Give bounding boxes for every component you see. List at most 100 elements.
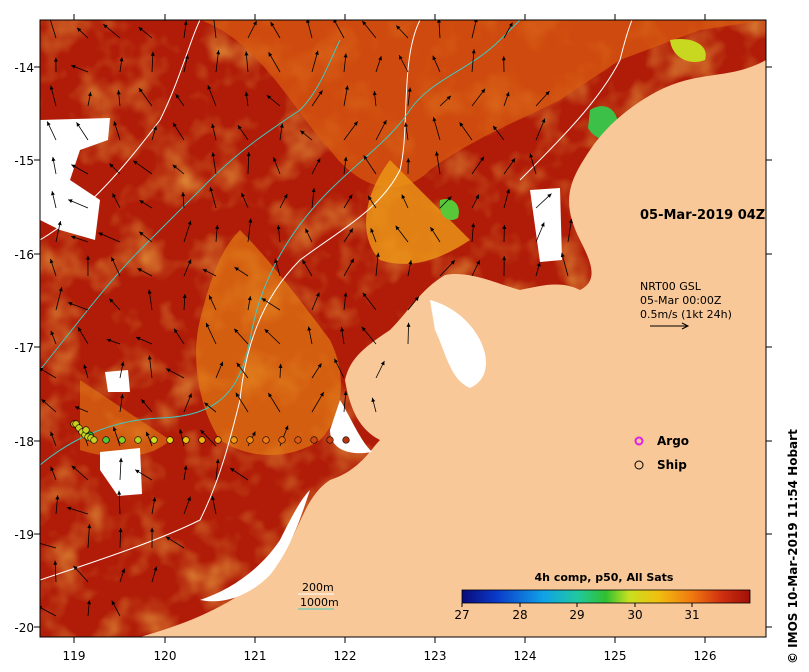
current-arrowhead xyxy=(560,252,565,258)
map-frame xyxy=(39,19,767,638)
current-arrowhead xyxy=(209,187,214,192)
current-arrowhead xyxy=(274,258,279,264)
current-arrowhead xyxy=(508,22,513,27)
sst-warm-tongue xyxy=(196,230,341,455)
x-tick-label: 120 xyxy=(154,649,177,663)
current-arrowhead xyxy=(141,399,146,404)
current-arrowhead xyxy=(138,88,143,93)
date-label: 05-Mar-2019 04Z xyxy=(640,208,765,223)
current-arrowhead xyxy=(86,255,90,260)
current-arrowhead xyxy=(235,392,240,398)
imos-credit: © IMOS 10-Mar-2019 11:54 Hobart xyxy=(786,429,800,664)
current-arrowhead xyxy=(471,223,476,228)
current-arrowhead xyxy=(529,153,534,158)
cloud-gap xyxy=(40,118,110,240)
current-arrowhead xyxy=(343,391,348,396)
colorbar-tick-label: 31 xyxy=(684,608,699,622)
current-arrowhead xyxy=(314,50,319,55)
current-arrowhead xyxy=(502,225,507,229)
current-arrowhead xyxy=(372,91,377,96)
current-arrowhead xyxy=(83,364,88,369)
current-arrowhead xyxy=(318,90,323,95)
current-arrowhead xyxy=(306,20,310,24)
y-tick-label: -18 xyxy=(14,435,34,449)
current-arrowhead xyxy=(311,188,316,193)
current-arrowhead xyxy=(68,302,73,306)
ship-position xyxy=(294,436,302,444)
argo-marker xyxy=(634,436,644,446)
current-arrowhead xyxy=(147,355,152,360)
current-arrowhead xyxy=(120,394,124,399)
current-arrowhead xyxy=(50,466,55,471)
ship-position xyxy=(326,436,334,444)
ship-label: Ship xyxy=(657,458,687,472)
current-arrowhead xyxy=(244,91,249,96)
current-arrowhead xyxy=(109,298,114,303)
current-arrowhead xyxy=(471,49,476,54)
current-arrowhead xyxy=(204,402,209,407)
current-arrowhead xyxy=(547,193,552,198)
current-arrowhead xyxy=(116,90,121,95)
current-arrowhead xyxy=(447,196,452,201)
current-arrowhead xyxy=(435,151,439,156)
current-arrowhead xyxy=(540,222,545,227)
current-arrowhead xyxy=(395,225,400,231)
current-arrowhead xyxy=(118,457,123,462)
colorbar-ticks xyxy=(461,603,693,607)
current-arrowhead xyxy=(50,431,54,437)
current-arrowhead xyxy=(353,121,358,126)
current-arrowhead xyxy=(106,338,112,343)
colorbar xyxy=(461,589,751,604)
current-arrowhead xyxy=(188,393,192,398)
current-arrowhead xyxy=(182,294,187,299)
current-arrowhead xyxy=(344,85,349,90)
y-tick-label: -16 xyxy=(14,248,34,262)
coastal-inlet xyxy=(330,400,372,454)
current-arrowhead xyxy=(378,56,382,61)
current-arrowhead xyxy=(133,160,138,165)
current-arrowhead xyxy=(152,497,157,502)
colorbar-title: 4h comp, p50, All Sats xyxy=(535,571,674,584)
current-arrowhead xyxy=(343,53,348,58)
current-arrowhead xyxy=(279,123,284,128)
current-arrowhead xyxy=(446,95,451,100)
current-arrowhead xyxy=(77,27,82,32)
current-arrowhead xyxy=(315,292,320,297)
y-tick-label: -14 xyxy=(14,61,34,75)
current-arrowhead xyxy=(150,51,155,56)
ship-position xyxy=(102,436,110,444)
current-arrowhead xyxy=(147,289,152,294)
current-arrowhead xyxy=(51,191,55,196)
current-arrowhead xyxy=(187,259,192,264)
ship-position xyxy=(166,436,174,444)
current-arrowhead xyxy=(506,189,510,194)
y-tick-label: -20 xyxy=(14,621,34,635)
current-arrowhead xyxy=(236,362,241,368)
y-tick-label: -19 xyxy=(14,528,34,542)
current-arrowhead xyxy=(53,57,58,62)
colorbar-tick-label: 30 xyxy=(627,608,642,622)
current-arrowhead xyxy=(264,329,269,334)
current-arrowhead xyxy=(175,94,180,99)
current-arrowhead xyxy=(88,91,92,97)
cloud-gap xyxy=(100,448,142,496)
current-arrowhead xyxy=(211,123,215,128)
current-arrow xyxy=(40,542,57,549)
current-arrowhead xyxy=(139,200,144,205)
current-arrowhead xyxy=(266,95,272,100)
currents-source: NRT00 GSL xyxy=(640,280,702,293)
current-arrowhead xyxy=(316,158,321,163)
x-tick-label: 126 xyxy=(694,649,717,663)
ship-position xyxy=(150,436,158,444)
currents-time: 05-Mar 00:00Z xyxy=(640,294,722,307)
current-arrowhead xyxy=(480,156,484,162)
current-arrowhead xyxy=(49,259,54,264)
coastal-shelf xyxy=(200,490,310,602)
current-arrowhead xyxy=(414,296,419,301)
current-arrowhead xyxy=(350,258,354,263)
isobath-1000m-label: 1000m xyxy=(300,596,339,609)
current-arrowhead xyxy=(150,527,155,532)
y-tick-label: -15 xyxy=(14,154,34,168)
current-arrowhead xyxy=(34,541,38,545)
current-arrowhead xyxy=(173,122,177,128)
